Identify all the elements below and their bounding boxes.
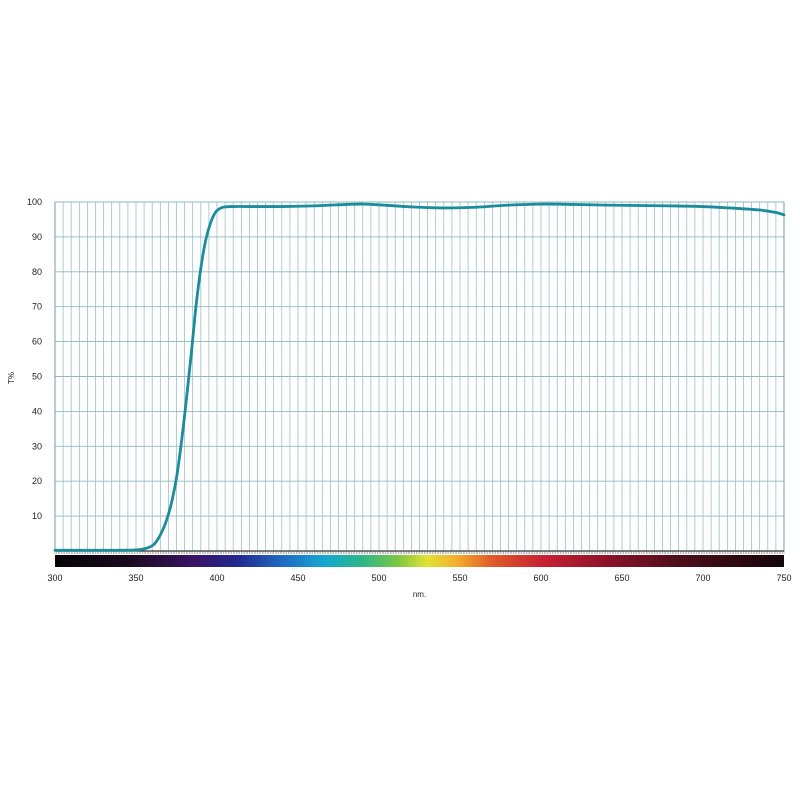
y-tick-label: 10 — [32, 511, 42, 521]
y-tick-label: 80 — [32, 267, 42, 277]
y-axis-title: T% — [7, 372, 16, 384]
y-tick-label: 70 — [32, 302, 42, 312]
x-tick-label: 300 — [47, 573, 62, 583]
x-axis-tick-labels: 300 350 400 450 500 550 600 650 700 750 — [47, 573, 791, 583]
y-tick-label: 50 — [32, 372, 42, 382]
y-tick-label: 90 — [32, 232, 42, 242]
x-axis-title: nm. — [413, 590, 426, 599]
y-tick-label: 100 — [27, 197, 42, 207]
x-tick-label: 500 — [371, 573, 386, 583]
y-axis-tick-labels: 10 20 30 40 50 60 70 80 90 100 — [27, 197, 42, 521]
y-tick-label: 40 — [32, 406, 42, 416]
y-tick-label: 20 — [32, 476, 42, 486]
x-tick-label: 350 — [128, 573, 143, 583]
x-tick-label: 550 — [452, 573, 467, 583]
x-tick-label: 600 — [533, 573, 548, 583]
x-tick-label: 450 — [290, 573, 305, 583]
x-tick-label: 750 — [776, 573, 791, 583]
x-tick-label: 700 — [695, 573, 710, 583]
x-tick-label: 400 — [209, 573, 224, 583]
y-tick-label: 30 — [32, 441, 42, 451]
spectrum-color-bar — [55, 555, 784, 567]
y-tick-label: 60 — [32, 337, 42, 347]
transmission-curve — [53, 202, 786, 552]
x-tick-label: 650 — [614, 573, 629, 583]
